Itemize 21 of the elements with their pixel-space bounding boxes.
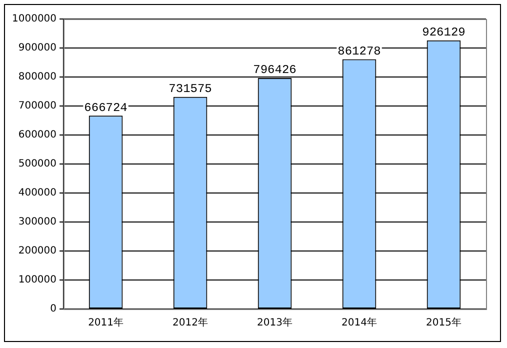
y-tick-label: 900000 [18, 42, 57, 54]
y-tick-label: 0 [50, 304, 57, 315]
x-tick-label: 2012年 [172, 316, 208, 329]
data-label: 666724 [84, 100, 128, 115]
y-tick-label: 400000 [18, 188, 57, 199]
data-label: 731575 [168, 82, 212, 96]
y-tick-label: 200000 [18, 246, 57, 257]
y-tick-label: 100000 [18, 274, 57, 286]
y-tick-label: 800000 [18, 72, 57, 83]
x-tick-label: 2015年 [426, 316, 462, 329]
y-tick-label: 1000000 [12, 14, 57, 25]
data-label: 926129 [422, 26, 466, 40]
y-tick-label: 700000 [18, 100, 57, 112]
data-label: 861278 [338, 44, 381, 58]
y-tick-label: 300000 [18, 216, 57, 228]
y-tick-label: 600000 [18, 130, 57, 141]
x-tick-label: 2013年 [257, 316, 292, 329]
x-tick-label: 2011年 [88, 316, 124, 329]
x-tick-label: 2014年 [342, 316, 377, 329]
y-tick-label: 500000 [18, 158, 57, 170]
data-label: 796426 [253, 63, 296, 78]
